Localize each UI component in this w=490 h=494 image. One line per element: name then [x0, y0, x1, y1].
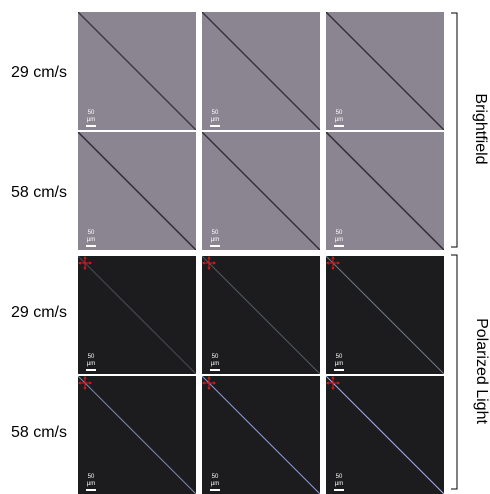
crossed-polarizer-icon [78, 376, 92, 390]
scale-bar-line [210, 245, 220, 247]
fiber-line [326, 132, 444, 250]
fiber-line [202, 132, 320, 250]
crossed-polarizer-icon [202, 376, 216, 390]
crossed-polarizer-icon [326, 376, 340, 390]
fiber-line-stroke [202, 12, 320, 130]
scale-bar: 50 µm [207, 230, 223, 247]
scale-bar-label: 50 µm [210, 110, 220, 123]
scale-bar: 50 µm [83, 110, 99, 127]
fiber-line-stroke [78, 256, 196, 374]
group-label-brightfield: Brightfield [472, 93, 489, 165]
micrograph-panel-bf-r1-c3: 50 µm [326, 12, 444, 130]
fiber-line-stroke [78, 12, 196, 130]
fiber-line-stroke [202, 132, 320, 250]
fiber-line [202, 376, 320, 494]
scale-bar: 50 µm [83, 354, 99, 371]
micrograph-panel-bf-r2-c2: 50 µm [202, 132, 320, 250]
scale-bar-line [334, 245, 344, 247]
scale-bar-line [86, 245, 96, 247]
micrograph-panel-pl-r2-c2: 50 µm [202, 376, 320, 494]
polarized-bracket [451, 254, 458, 490]
fiber-line-stroke [326, 12, 444, 130]
scale-bar-label: 50 µm [334, 230, 344, 243]
fiber-line-stroke [326, 132, 444, 250]
brightfield-bracket [451, 12, 458, 248]
micrograph-panel-pl-r1-c1: 50 µm [78, 256, 196, 374]
row-label-pl-29: 29 cm/s [10, 304, 67, 321]
scale-bar: 50 µm [331, 354, 347, 371]
fiber-line-stroke [78, 376, 196, 494]
scale-bar-label: 50 µm [334, 354, 344, 367]
row-label-bf-58: 58 cm/s [10, 184, 67, 201]
micrograph-panel-pl-r1-c2: 50 µm [202, 256, 320, 374]
fiber-line-stroke [202, 256, 320, 374]
fiber-line [326, 256, 444, 374]
fiber-line-stroke [202, 376, 320, 494]
row-label-bf-29: 29 cm/s [10, 64, 67, 81]
scale-bar-line [86, 489, 96, 491]
micrograph-panel-bf-r2-c1: 50 µm [78, 132, 196, 250]
fiber-line [78, 376, 196, 494]
scale-bar: 50 µm [331, 230, 347, 247]
scale-bar-label: 50 µm [86, 354, 96, 367]
scale-bar: 50 µm [83, 474, 99, 491]
scale-bar: 50 µm [207, 110, 223, 127]
scale-bar: 50 µm [83, 230, 99, 247]
micrograph-panel-pl-r1-c3: 50 µm [326, 256, 444, 374]
micrograph-panel-pl-r2-c3: 50 µm [326, 376, 444, 494]
crossed-polarizer-icon [326, 256, 340, 270]
scale-bar-line [86, 369, 96, 371]
scale-bar: 50 µm [207, 354, 223, 371]
scale-bar-label: 50 µm [334, 110, 344, 123]
scale-bar: 50 µm [331, 110, 347, 127]
scale-bar-line [86, 125, 96, 127]
fiber-line-stroke [326, 376, 444, 494]
scale-bar-line [210, 125, 220, 127]
fiber-line-stroke [78, 132, 196, 250]
scale-bar-line [210, 489, 220, 491]
fiber-line [202, 256, 320, 374]
micrograph-panel-bf-r1-c2: 50 µm [202, 12, 320, 130]
scale-bar: 50 µm [331, 474, 347, 491]
scale-bar-label: 50 µm [86, 110, 96, 123]
micrograph-panel-bf-r1-c1: 50 µm [78, 12, 196, 130]
scale-bar-line [334, 489, 344, 491]
micrograph-panel-pl-r2-c1: 50 µm [78, 376, 196, 494]
scale-bar-label: 50 µm [86, 474, 96, 487]
scale-bar-label: 50 µm [210, 474, 220, 487]
crossed-polarizer-icon [202, 256, 216, 270]
scale-bar-line [210, 369, 220, 371]
fiber-line [78, 256, 196, 374]
scale-bar-line [334, 369, 344, 371]
fiber-line [78, 132, 196, 250]
scale-bar-label: 50 µm [210, 354, 220, 367]
scale-bar-line [334, 125, 344, 127]
micrograph-panel-bf-r2-c3: 50 µm [326, 132, 444, 250]
fiber-line [326, 376, 444, 494]
group-label-polarized: Polarized Light [473, 318, 490, 424]
fiber-line [202, 12, 320, 130]
scale-bar-label: 50 µm [210, 230, 220, 243]
crossed-polarizer-icon [78, 256, 92, 270]
row-label-pl-58: 58 cm/s [10, 424, 67, 441]
scale-bar: 50 µm [207, 474, 223, 491]
fiber-line [78, 12, 196, 130]
scale-bar-label: 50 µm [86, 230, 96, 243]
fiber-line [326, 12, 444, 130]
fiber-line-stroke [326, 256, 444, 374]
scale-bar-label: 50 µm [334, 474, 344, 487]
